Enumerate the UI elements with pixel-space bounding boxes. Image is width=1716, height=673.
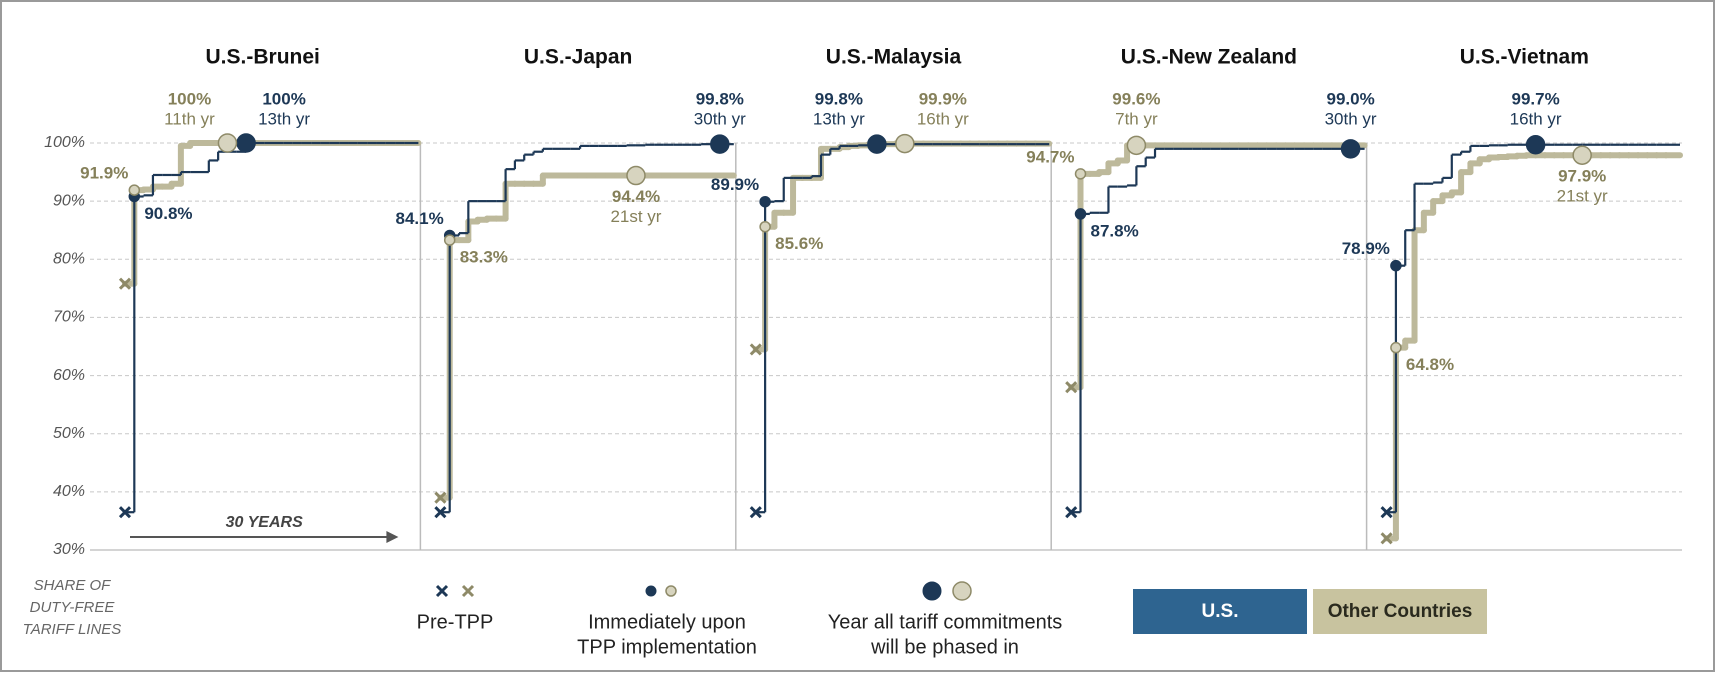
span-label: 30 YEARS (226, 514, 303, 531)
y-tick-label: 50% (53, 425, 85, 442)
immediate-marker (759, 220, 771, 233)
legend-icon (461, 584, 475, 598)
phase-in-label: 13th yr (258, 109, 310, 128)
y-axis-label: TARIFF LINES (23, 621, 122, 638)
phase-in-marker (1525, 134, 1546, 155)
pre-tpp-marker (749, 506, 762, 519)
value-label: 90.8% (144, 204, 192, 223)
legend-label: Immediately upon (588, 611, 746, 633)
pre-tpp-marker (1380, 506, 1393, 519)
value-label: 89.9% (711, 175, 759, 194)
y-tick-label: 100% (44, 134, 85, 151)
phase-in-label: 30th yr (1325, 109, 1377, 128)
phase-in-marker (867, 134, 887, 154)
legend-icon (435, 584, 449, 598)
value-label: 87.8% (1091, 221, 1139, 240)
immediate-marker (759, 195, 771, 208)
legend-icon (665, 585, 677, 597)
pre-tpp-marker (118, 277, 132, 290)
value-label: 99.0% (1326, 89, 1374, 108)
y-tick-label: 60% (53, 367, 85, 384)
value-label: 99.9% (919, 89, 967, 108)
phase-in-label: 7th yr (1115, 109, 1158, 128)
legend-label: Pre-TPP (417, 611, 494, 633)
y-tick-label: 40% (53, 483, 85, 500)
pre-tpp-marker (1065, 506, 1078, 519)
immediate-marker (443, 234, 456, 246)
y-tick-label: 30% (53, 541, 85, 558)
panel-title: U.S.-Japan (524, 46, 633, 69)
value-label: 91.9% (80, 164, 128, 183)
y-tick-label: 70% (53, 309, 85, 326)
phase-in-marker (1126, 135, 1147, 156)
pre-tpp-marker (1380, 532, 1393, 545)
legend-label: TPP implementation (577, 636, 757, 658)
panel-title: U.S.-Brunei (206, 46, 320, 69)
value-label: 85.6% (775, 234, 823, 253)
value-label: 78.9% (1342, 239, 1390, 258)
pre-tpp-marker (118, 506, 132, 519)
phase-in-label: 30th yr (694, 109, 746, 128)
value-label: 94.4% (612, 187, 660, 206)
legend-label: U.S. (1202, 601, 1239, 622)
panel-title: U.S.-Vietnam (1460, 46, 1589, 69)
phase-in-marker (710, 134, 730, 154)
legend-label: will be phased in (870, 636, 1019, 658)
value-label: 84.1% (396, 209, 444, 228)
immediate-marker (1390, 341, 1402, 354)
legend-label: Other Countries (1328, 601, 1473, 622)
value-label: 99.8% (696, 89, 744, 108)
value-label: 97.9% (1558, 167, 1606, 186)
panel-title: U.S.-Malaysia (826, 46, 962, 69)
phase-in-marker (217, 133, 238, 153)
value-label: 100% (262, 89, 305, 108)
value-label: 99.8% (815, 89, 863, 108)
phase-in-marker (1572, 145, 1592, 165)
span-arrowhead (386, 531, 399, 543)
value-label: 64.8% (1406, 355, 1454, 374)
phase-in-label: 21st yr (610, 207, 661, 226)
phase-in-label: 11th yr (164, 109, 215, 128)
immediate-marker (1074, 168, 1087, 180)
value-label: 99.7% (1512, 89, 1560, 108)
legend-icon (645, 585, 657, 597)
phase-in-label: 16th yr (1510, 109, 1562, 128)
legend-swatch (1313, 589, 1487, 634)
phase-in-marker (1340, 139, 1361, 159)
phase-in-label: 16th yr (917, 109, 969, 128)
y-tick-label: 80% (53, 251, 85, 268)
pre-tpp-marker (434, 491, 447, 504)
pre-tpp-marker (749, 343, 762, 356)
legend-icon (922, 581, 942, 601)
legend-icon (952, 581, 972, 601)
y-axis-label: DUTY-FREE (30, 599, 116, 616)
value-label: 94.7% (1026, 147, 1074, 166)
phase-in-marker (895, 133, 915, 154)
phase-in-marker (236, 133, 256, 153)
phase-in-label: 21st yr (1557, 187, 1608, 206)
immediate-marker (128, 184, 141, 196)
legend-label: Year all tariff commitments (828, 611, 1063, 633)
y-axis-label: SHARE OF (34, 577, 112, 594)
value-label: 99.6% (1112, 89, 1160, 108)
pre-tpp-marker (434, 506, 447, 519)
value-label: 100% (168, 89, 211, 108)
phase-in-label: 13th yr (813, 109, 865, 128)
legend-swatch (1133, 589, 1307, 634)
value-label: 83.3% (460, 248, 508, 267)
pre-tpp-marker (1065, 381, 1078, 394)
y-tick-label: 90% (53, 192, 85, 209)
panel-title: U.S.-New Zealand (1121, 46, 1297, 69)
immediate-marker (1390, 259, 1402, 272)
immediate-marker (1074, 208, 1087, 220)
phase-in-marker (626, 165, 646, 186)
